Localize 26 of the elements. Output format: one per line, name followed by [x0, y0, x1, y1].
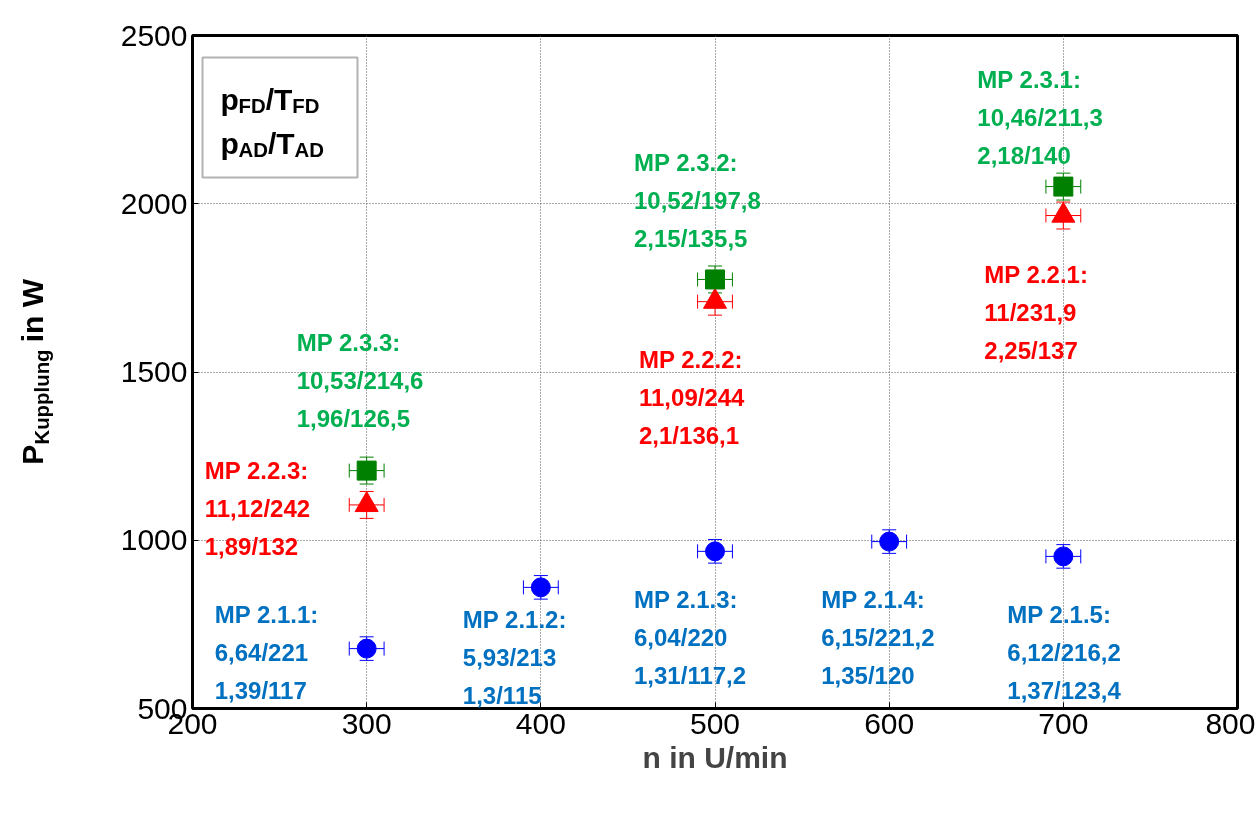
y-tick-label: 1500 — [120, 355, 188, 388]
x-tick-label: 500 — [689, 706, 741, 740]
x-tick-label: 600 — [864, 706, 915, 740]
annotation: MP 2.2.2: 11,09/244 2,1/136,1 — [639, 346, 746, 450]
y-tick-label: 1000 — [120, 523, 188, 557]
x-tick-label: 400 — [515, 706, 566, 740]
annotation: MP 2.1.2: 5,93/213 1,3/115 — [462, 605, 567, 709]
y-tick-label: 2000 — [120, 186, 188, 220]
annotation: MP 2.1.4: 6,15/221,2 1,35/120 — [821, 586, 935, 690]
x-tick-label: 300 — [341, 706, 392, 740]
y-axis-title: PKupplung in W — [15, 278, 53, 465]
annotation: MP 2.1.5: 6,12/216,2 1,37/123,4 — [1007, 600, 1122, 704]
point — [356, 460, 377, 481]
annotation: MP 2.2.3: 11,12/242 1,89/132 — [204, 457, 311, 561]
x-tick-label: 800 — [1205, 706, 1255, 740]
annotation: MP 2.1.3: 6,04/220 1,31/117,2 — [634, 585, 747, 689]
x-tick-label: 700 — [1038, 706, 1089, 740]
annotation: MP 2.3.3: 10,53/214,6 1,96/126,5 — [296, 329, 424, 433]
x-axis-title: n in U/min — [642, 740, 788, 774]
point — [705, 269, 725, 290]
point — [1053, 176, 1074, 197]
annotation: MP 2.1.1: 6,64/221 1,39/117 — [214, 601, 319, 705]
annotation: MP 2.3.1: 10,46/211,3 2,18/140 — [977, 66, 1103, 170]
annotation: MP 2.2.1: 11/231,9 2,25/137 — [984, 261, 1088, 365]
y-tick-label: 2500 — [120, 18, 188, 52]
annotation: MP 2.3.2: 10,52/197,8 2,15/135,5 — [634, 148, 761, 252]
